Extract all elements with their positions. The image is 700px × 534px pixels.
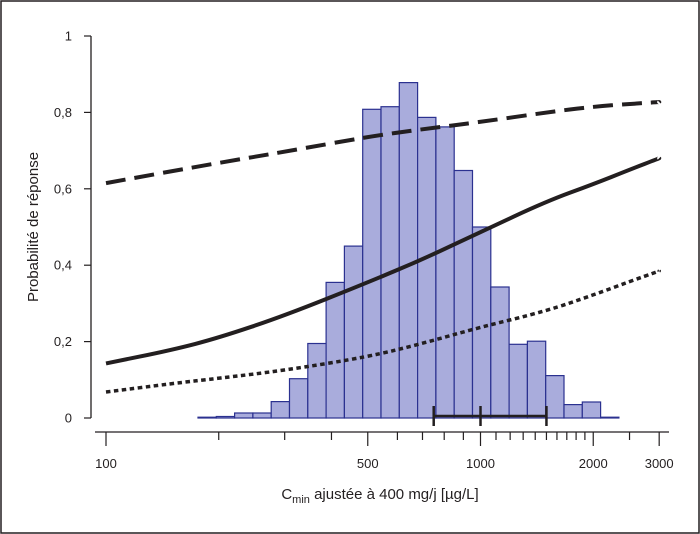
y-tick-label: 1 (65, 29, 72, 44)
x-tick-label: 2000 (579, 456, 608, 471)
y-tick-label: 0,8 (54, 105, 72, 120)
histogram-bar (234, 412, 254, 419)
curve-dotted (105, 269, 661, 394)
histogram-bar (435, 126, 455, 419)
histogram-bar (270, 401, 291, 419)
x-tick-label: 1000 (466, 456, 495, 471)
histogram-bar (252, 412, 272, 419)
y-axis-title: Probabilité de réponse (25, 152, 42, 302)
x-tick-label: 3000 (645, 456, 674, 471)
histogram-bar (197, 416, 217, 419)
y-tick-label: 0 (65, 411, 72, 426)
histogram-bar (343, 245, 364, 419)
histogram-bar (545, 375, 565, 419)
x-axis-title-rest: ajustée à 400 mg/j [µg/L] (310, 486, 479, 503)
histogram-bar (453, 169, 474, 419)
histogram-bar (380, 106, 400, 419)
histogram-bar (563, 404, 583, 419)
histogram-bar (325, 281, 346, 419)
histogram-bar (307, 342, 327, 419)
histogram-bar (526, 340, 547, 419)
histogram-bar (288, 378, 309, 419)
histogram-bar (417, 116, 437, 419)
histogram (197, 81, 620, 419)
concentration-interval-marker (432, 406, 548, 426)
x-tick-label: 100 (95, 456, 117, 471)
histogram-bar (471, 226, 492, 419)
x-axis-title-main: C (281, 486, 292, 503)
histogram-bar (599, 416, 620, 419)
histogram-bar (490, 286, 510, 419)
x-tick-label: 500 (357, 456, 379, 471)
curve-solid (105, 156, 662, 366)
x-axis-title-subscript: min (292, 494, 310, 506)
curve-dashed (105, 100, 662, 186)
histogram-bar (508, 343, 529, 419)
histogram-bar (215, 415, 236, 419)
x-axis-title: Cmin ajustée à 400 mg/j [µg/L] (281, 486, 478, 506)
y-tick-label: 0,4 (54, 258, 72, 273)
probability-curves (105, 100, 662, 394)
x-axis-ticks: 100 500 1000 2000 3000 (95, 432, 674, 471)
y-tick-label: 0,2 (54, 334, 72, 349)
y-tick-label: 0,6 (54, 181, 72, 196)
histogram-bar (581, 401, 602, 419)
histogram-bar (362, 108, 382, 419)
y-axis-ticks: 0 0,2 0,4 0,6 0,8 1 (54, 29, 91, 426)
